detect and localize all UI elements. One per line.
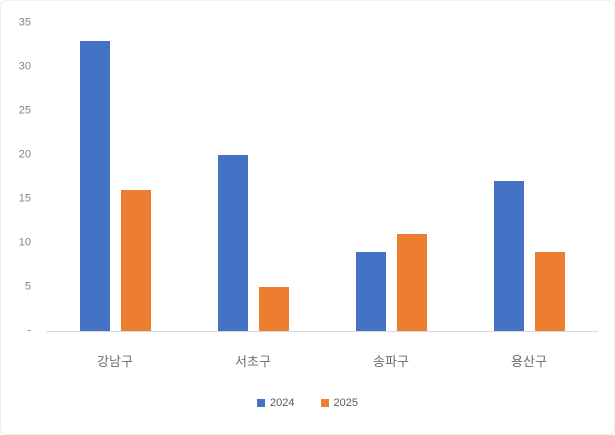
x-axis-label: 강남구	[97, 354, 133, 369]
legend-label: 2025	[333, 397, 358, 409]
bar-groups	[46, 23, 598, 331]
x-axis-label: 용산구	[511, 354, 547, 369]
bar-2025-서초구	[258, 287, 289, 331]
y-axis-tick-label: 25	[18, 104, 31, 117]
x-axis-line	[46, 331, 598, 332]
legend-swatch-icon	[257, 399, 266, 407]
y-axis-tick-label: 15	[18, 192, 31, 205]
x-axis: 강남구 서초구 송파구 용산구	[46, 350, 598, 374]
bar-group	[46, 23, 184, 331]
legend-swatch-icon	[320, 399, 329, 407]
bar-group	[322, 23, 460, 331]
y-axis-tick-label: 20	[18, 148, 31, 161]
y-axis-tick-label: 5	[24, 280, 31, 293]
y-axis-tick-label: 30	[18, 60, 31, 73]
x-axis-label: 서초구	[235, 354, 271, 369]
legend: 2024 2025	[1, 397, 614, 409]
y-axis-tick-label: 10	[18, 236, 31, 249]
y-axis-tick-label: -	[27, 324, 31, 337]
bar-group	[184, 23, 322, 331]
x-axis-label: 송파구	[373, 354, 409, 369]
bar-2025-용산구	[534, 251, 565, 331]
legend-item-2024: 2024	[257, 397, 295, 409]
bar-2024-서초구	[217, 155, 248, 331]
y-axis: - 5 10 15 20 25 30 35	[1, 17, 31, 336]
bar-2024-송파구	[355, 251, 386, 331]
y-axis-tick-label: 35	[18, 16, 31, 29]
legend-item-2025: 2025	[320, 397, 358, 409]
bar-2024-용산구	[493, 181, 524, 331]
bar-group	[460, 23, 598, 331]
bar-2024-강남구	[79, 40, 110, 331]
bar-2025-강남구	[120, 190, 151, 331]
plot-area	[46, 23, 598, 332]
bar-2025-송파구	[396, 234, 427, 331]
legend-label: 2024	[270, 397, 295, 409]
